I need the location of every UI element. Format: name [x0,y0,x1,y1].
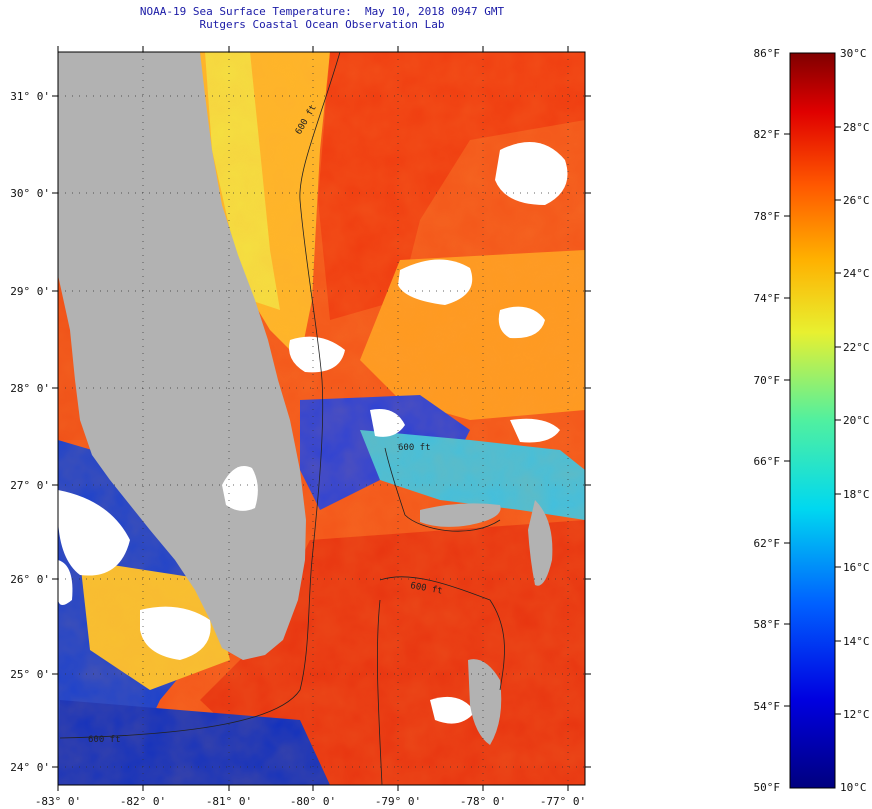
fahrenheit-label: 78°F [754,210,781,223]
contour-label: 600 ft [398,443,431,453]
lon-label: -80° 0' [290,795,336,808]
fahrenheit-label: 70°F [754,374,781,387]
lake-okeechobee [222,466,258,511]
map-frame [57,51,586,786]
celsius-label: 14°C [843,635,870,648]
fahrenheit-label: 74°F [754,292,781,305]
lat-label: 29° 0' [10,285,50,298]
fahrenheit-label: 58°F [754,618,781,631]
celsius-label: 22°C [843,341,870,354]
celsius-label: 26°C [843,194,870,207]
celsius-label: 12°C [843,708,870,721]
colorbar-fahrenheit-labels: 86°F 82°F 78°F 74°F 70°F 66°F 62°F 58°F … [754,47,781,794]
lon-label: -77° 0' [540,795,586,808]
lon-label: -78° 0' [460,795,506,808]
lat-label: 26° 0' [10,573,50,586]
lat-label: 27° 0' [10,479,50,492]
fahrenheit-label: 50°F [754,781,781,794]
lon-label: -79° 0' [375,795,421,808]
colorbar-celsius-labels: 30°C 28°C 26°C 24°C 22°C 20°C 18°C 16°C … [840,47,870,794]
fahrenheit-label: 86°F [754,47,781,60]
lat-label: 28° 0' [10,382,50,395]
fahrenheit-label: 66°F [754,455,781,468]
grand-bahama [420,503,501,527]
celsius-label: 18°C [843,488,870,501]
colorbar-ticks [784,126,841,715]
fahrenheit-label: 54°F [754,700,781,713]
fahrenheit-label: 82°F [754,128,781,141]
isobath-600ft [59,51,505,786]
lat-label: 31° 0' [10,90,50,103]
celsius-label: 10°C [840,781,867,794]
celsius-label: 16°C [843,561,870,574]
celsius-label: 24°C [843,267,870,280]
lat-label: 30° 0' [10,187,50,200]
celsius-label: 20°C [843,414,870,427]
lat-label: 24° 0' [10,761,50,774]
celsius-label: 30°C [840,47,867,60]
map-subtitle: Rutgers Coastal Ocean Observation Lab [199,18,445,31]
latitude-labels: 31° 0' 30° 0' 29° 0' 28° 0' 27° 0' 26° 0… [10,90,50,774]
colorbar [789,52,836,789]
cloud-cover [58,142,568,724]
great-abaco [528,500,553,586]
axis-ticks [52,46,591,791]
sst-field [58,52,585,785]
fahrenheit-label: 62°F [754,537,781,550]
longitude-labels: -83° 0' -82° 0' -81° 0' -80° 0' -79° 0' … [35,795,586,808]
lon-label: -82° 0' [120,795,166,808]
contour-label: 600 ft [88,735,121,745]
lon-label: -81° 0' [206,795,252,808]
lat-label: 25° 0' [10,668,50,681]
lon-label: -83° 0' [35,795,81,808]
map-title: NOAA-19 Sea Surface Temperature: May 10,… [139,5,505,18]
celsius-label: 28°C [843,121,870,134]
florida-panhandle [58,52,190,170]
andros-island [468,659,502,745]
